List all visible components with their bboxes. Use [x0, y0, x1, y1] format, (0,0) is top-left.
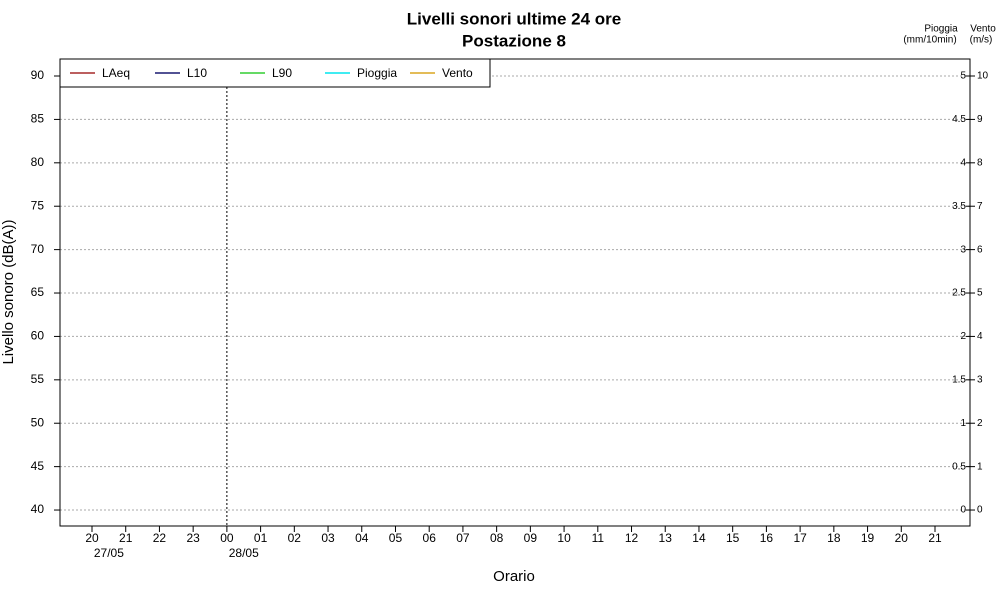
y3-tick-label: 10: [977, 71, 989, 82]
x-tick-label: 23: [186, 531, 200, 545]
x-tick-label: 02: [288, 531, 302, 545]
y-axis-title: Livello sonoro (dB(A)): [0, 219, 17, 364]
x-tick-label: 12: [625, 531, 639, 545]
y2-tick-label: 5: [960, 71, 966, 82]
y2-axis-unit: (mm/10min): [903, 35, 956, 46]
y-tick-label: 80: [31, 155, 45, 169]
y2-tick-label: 2: [960, 331, 966, 342]
y-tick-label: 90: [31, 68, 45, 82]
x-tick-label: 22: [153, 531, 167, 545]
y-tick-label: 55: [31, 372, 45, 386]
y2-tick-label: 4.5: [952, 114, 966, 125]
x-tick-label: 15: [726, 531, 740, 545]
y-tick-label: 75: [31, 198, 45, 212]
y2-tick-label: 0.5: [952, 461, 966, 472]
chart-title: Livelli sonori ultime 24 ore: [407, 9, 621, 28]
y-tick-label: 85: [31, 112, 45, 126]
y-tick-label: 65: [31, 285, 45, 299]
y3-axis-unit: (m/s): [970, 35, 993, 46]
y3-tick-label: 2: [977, 418, 983, 429]
x-axis-title: Orario: [493, 568, 535, 585]
x-tick-label: 05: [389, 531, 403, 545]
legend-label: L10: [187, 66, 207, 80]
x-tick-label: 16: [760, 531, 774, 545]
x-tick-label: 14: [692, 531, 706, 545]
x-tick-label: 07: [456, 531, 470, 545]
plot-frame: [59, 58, 971, 527]
chart-subtitle: Postazione 8: [462, 31, 566, 50]
y2-tick-label: 4: [960, 157, 966, 168]
y-tick-label: 50: [31, 415, 45, 429]
x-tick-label: 21: [119, 531, 133, 545]
x-tick-label: 01: [254, 531, 268, 545]
x-tick-label: 18: [827, 531, 841, 545]
y2-tick-label: 0: [960, 505, 966, 516]
x-tick-label: 09: [524, 531, 538, 545]
y2-tick-label: 1: [960, 418, 966, 429]
y2-axis-title: Pioggia: [924, 24, 958, 35]
y3-tick-label: 3: [977, 374, 983, 385]
legend-label: Vento: [442, 66, 473, 80]
y3-tick-label: 4: [977, 331, 983, 342]
legend-label: LAeq: [102, 66, 130, 80]
y3-tick-label: 5: [977, 288, 983, 299]
date-label: 28/05: [229, 546, 259, 560]
x-tick-label: 20: [895, 531, 909, 545]
y3-axis-title: Vento: [970, 24, 996, 35]
x-tick-label: 13: [659, 531, 673, 545]
y-tick-label: 60: [31, 329, 45, 343]
y3-tick-label: 6: [977, 244, 983, 255]
x-tick-label: 06: [423, 531, 437, 545]
date-label: 27/05: [94, 546, 124, 560]
y3-tick-label: 8: [977, 157, 983, 168]
x-tick-label: 17: [793, 531, 807, 545]
y-tick-label: 45: [31, 459, 45, 473]
y-tick-label: 70: [31, 242, 45, 256]
x-tick-label: 08: [490, 531, 504, 545]
legend-label: Pioggia: [357, 66, 397, 80]
x-tick-label: 19: [861, 531, 875, 545]
x-tick-label: 00: [220, 531, 234, 545]
legend-label: L90: [272, 66, 292, 80]
y3-tick-label: 0: [977, 505, 983, 516]
y2-tick-label: 3: [960, 244, 966, 255]
y2-tick-label: 3.5: [952, 201, 966, 212]
y-tick-label: 40: [31, 502, 45, 516]
x-tick-label: 11: [592, 531, 605, 545]
x-tick-label: 20: [85, 531, 99, 545]
y3-tick-label: 7: [977, 201, 983, 212]
y2-tick-label: 2.5: [952, 288, 966, 299]
y3-tick-label: 1: [977, 461, 983, 472]
x-tick-label: 10: [557, 531, 571, 545]
x-tick-label: 21: [928, 531, 942, 545]
x-tick-label: 03: [321, 531, 335, 545]
y3-tick-label: 9: [977, 114, 983, 125]
x-tick-label: 04: [355, 531, 369, 545]
y2-tick-label: 1.5: [952, 374, 966, 385]
